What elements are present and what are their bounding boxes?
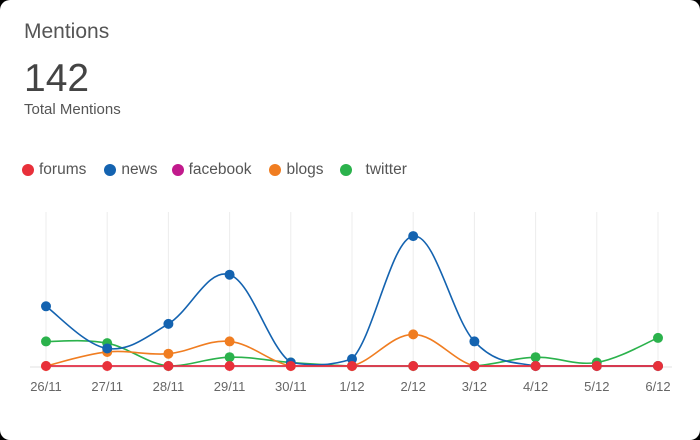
data-point-forums	[41, 361, 51, 371]
data-point-forums	[530, 361, 541, 371]
data-point-blogs	[224, 336, 235, 347]
legend-item-twitter[interactable]: twitter	[339, 160, 407, 180]
data-point-forums	[102, 361, 113, 371]
legend-label-facebook: facebook	[188, 161, 252, 178]
legend-item-news[interactable]: news	[104, 160, 158, 180]
legend-item-facebook[interactable]: facebook	[171, 160, 252, 180]
data-point-forums	[163, 361, 174, 371]
total-mentions-label: Total Mentions	[24, 101, 121, 118]
data-point-news	[408, 231, 419, 242]
legend-label-forums: forums	[39, 161, 87, 178]
data-point-forums	[285, 361, 296, 371]
data-point-blogs	[163, 348, 174, 359]
legend-label-news: news	[121, 161, 158, 178]
x-tick-label: 2/12	[401, 379, 426, 394]
data-point-forums	[469, 361, 480, 371]
x-tick-label: 28/11	[153, 379, 185, 394]
x-tick-label: 26/11	[30, 379, 62, 394]
legend-dot-blogs	[269, 164, 282, 176]
data-point-forums	[591, 361, 602, 371]
data-point-twitter	[653, 332, 663, 343]
data-point-forums	[653, 361, 663, 371]
legend-dot-twitter	[339, 164, 352, 176]
data-point-news	[41, 301, 51, 312]
legend-dot-forums	[22, 164, 34, 176]
widget-title: Mentions	[24, 20, 110, 43]
legend-item-forums[interactable]: forums	[22, 160, 86, 180]
x-tick-label: 6/12	[645, 379, 670, 394]
data-point-news	[163, 318, 174, 329]
data-point-news	[224, 269, 235, 280]
x-tick-label: 1/12	[339, 379, 364, 394]
legend-label-blogs: blogs	[286, 161, 324, 178]
total-mentions-value: 142	[24, 57, 90, 100]
x-tick-label: 30/11	[275, 379, 307, 394]
chart-legend: forums news facebook blogs twitter	[22, 160, 407, 180]
x-tick-label: 4/12	[523, 379, 548, 394]
data-point-news	[347, 353, 357, 364]
legend-label-twitter: twitter	[365, 161, 407, 178]
x-tick-label: 3/12	[462, 379, 487, 394]
data-point-forums	[408, 361, 419, 371]
x-tick-label: 29/11	[214, 379, 246, 394]
x-tick-label: 27/11	[91, 379, 123, 394]
legend-item-blogs[interactable]: blogs	[269, 160, 324, 180]
data-point-twitter	[530, 352, 541, 363]
legend-dot-news	[104, 164, 117, 176]
data-point-forums	[347, 361, 357, 371]
data-point-news	[469, 336, 480, 347]
data-point-twitter	[224, 352, 235, 363]
x-tick-label: 5/12	[584, 379, 609, 394]
data-point-news	[102, 343, 113, 354]
legend-dot-facebook	[171, 164, 184, 176]
data-point-forums	[224, 361, 235, 371]
data-point-blogs	[408, 329, 419, 340]
data-point-twitter	[41, 336, 51, 347]
